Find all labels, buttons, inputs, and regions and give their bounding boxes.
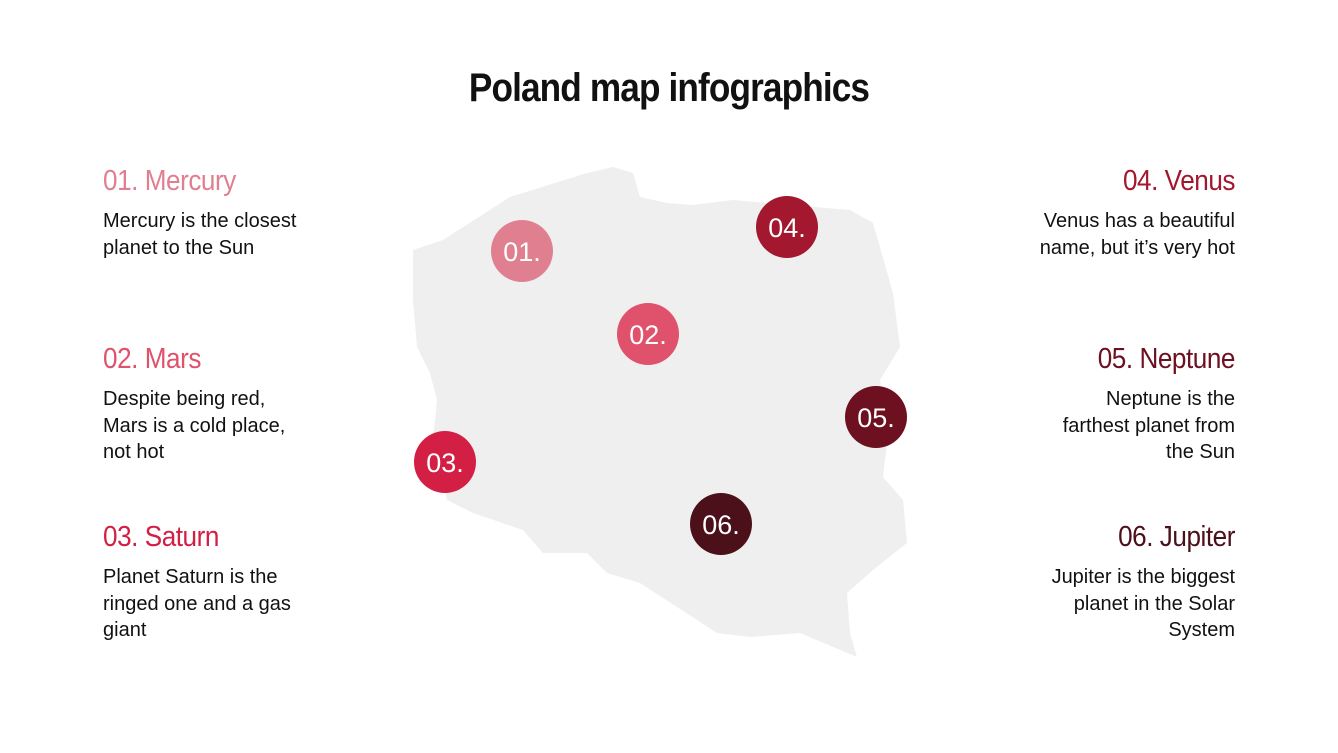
marker-label: 01.	[503, 237, 541, 267]
item-saturn: 03. Saturn Planet Saturn is the ringed o…	[103, 520, 363, 644]
item-heading: 01. Mercury	[103, 165, 236, 197]
marker-label: 05.	[857, 403, 895, 433]
marker-label: 03.	[426, 448, 464, 478]
item-text: Despite being red, Mars is a cold place,…	[103, 388, 286, 463]
marker-03[interactable]: 03.	[414, 431, 476, 493]
page-title: Poland map infographics	[468, 66, 870, 110]
item-text: Mercury is the closest planet to the Sun	[103, 210, 297, 259]
item-jupiter: 06. Jupiter Jupiter is the biggest plane…	[975, 520, 1236, 644]
marker-06[interactable]: 06.	[690, 493, 752, 555]
item-text: Venus has a beautiful name, but it’s ver…	[1039, 210, 1235, 259]
item-heading: 06. Jupiter	[1118, 521, 1235, 553]
item-mercury: 01. Mercury Mercury is the closest plane…	[103, 164, 363, 261]
marker-04[interactable]: 04.	[756, 196, 818, 258]
marker-label: 04.	[768, 213, 806, 243]
item-text: Planet Saturn is the ringed one and a ga…	[103, 566, 291, 641]
marker-05[interactable]: 05.	[845, 386, 907, 448]
item-heading: 03. Saturn	[103, 521, 219, 553]
item-text: Jupiter is the biggest planet in the Sol…	[1051, 566, 1235, 641]
item-heading: 04. Venus	[1122, 165, 1236, 197]
marker-label: 02.	[629, 320, 667, 350]
item-venus: 04. Venus Venus has a beautiful name, bu…	[975, 164, 1236, 261]
item-mars: 02. Mars Despite being red, Mars is a co…	[103, 342, 363, 466]
poland-outline	[413, 167, 907, 657]
item-text: Neptune is the farthest planet from the …	[1062, 388, 1235, 463]
item-neptune: 05. Neptune Neptune is the farthest plan…	[975, 342, 1236, 466]
item-heading: 05. Neptune	[1097, 343, 1236, 375]
item-heading: 02. Mars	[103, 343, 201, 375]
marker-01[interactable]: 01.	[491, 220, 553, 282]
marker-label: 06.	[702, 510, 740, 540]
marker-02[interactable]: 02.	[617, 303, 679, 365]
